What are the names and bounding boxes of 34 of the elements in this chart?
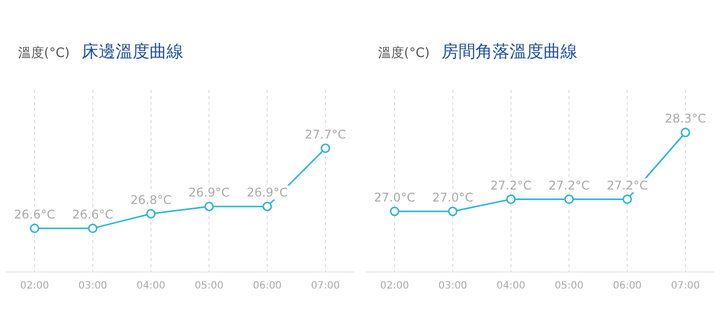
data-label: 27.0°C [432, 190, 474, 204]
point [204, 202, 214, 212]
point [262, 202, 272, 212]
x-tick-label: 02:00 [20, 280, 49, 292]
point [30, 224, 40, 234]
x-tick-label: 03:00 [78, 280, 108, 292]
chart-title: 床邊溫度曲線 [82, 41, 184, 63]
x-tick-label: 05:00 [194, 280, 224, 292]
x-tick-label: 05:00 [554, 280, 584, 292]
point [146, 209, 156, 219]
point [88, 224, 98, 234]
data-label: 27.0°C [374, 190, 416, 204]
x-tick-label: 04:00 [496, 280, 526, 292]
data-label: 27.7°C [304, 127, 346, 142]
x-tick-label: 03:00 [438, 280, 468, 292]
data-label: 26.6°C [72, 207, 114, 222]
x-tick-label: 07:00 [671, 280, 700, 292]
x-tick-label: 06:00 [612, 280, 642, 292]
x-tick-label: 04:00 [136, 280, 166, 292]
x-tick-label: 06:00 [252, 280, 282, 292]
data-label: 26.9°C [188, 186, 230, 200]
chart-title: 房間角落溫度曲線 [442, 41, 578, 63]
y-axis-title: 溫度(°C) [18, 45, 70, 62]
y-axis-title: 溫度(°C) [378, 45, 430, 62]
point [320, 143, 330, 153]
x-tick-label: 02:00 [380, 280, 409, 292]
data-label: 27.2°C [606, 178, 648, 192]
data-label: 28.3°C [664, 112, 706, 126]
data-label: 27.2°C [548, 178, 590, 192]
data-label: 26.8°C [130, 192, 172, 207]
data-label: 26.6°C [14, 207, 56, 222]
x-tick-label: 07:00 [311, 280, 340, 292]
data-label: 27.2°C [490, 178, 532, 192]
data-label: 26.9°C [246, 186, 288, 200]
